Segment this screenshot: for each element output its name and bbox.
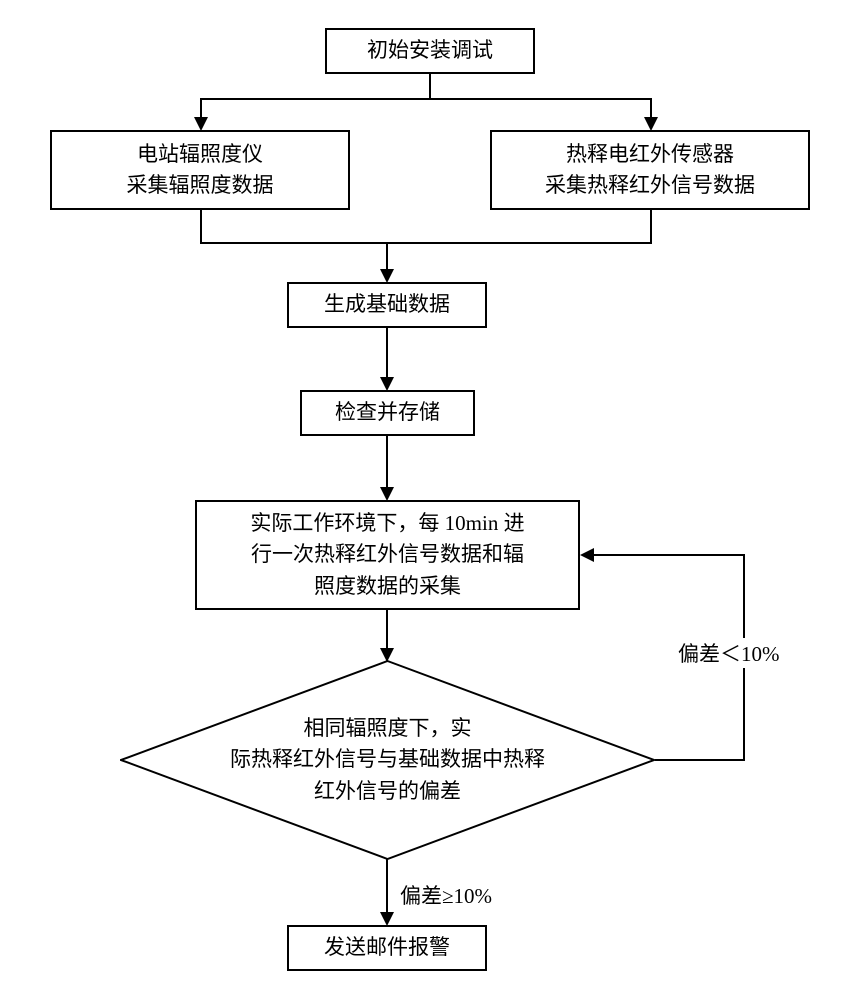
arrow-head-icon xyxy=(644,117,658,131)
edge-line xyxy=(386,242,388,270)
label-deviation-ge-text: 偏差≥10% xyxy=(400,884,492,908)
node-alarm: 发送邮件报警 xyxy=(287,925,487,971)
arrow-head-icon xyxy=(580,548,594,562)
edge-line xyxy=(200,98,202,118)
edge-line xyxy=(200,210,202,244)
node-check: 检查并存储 xyxy=(300,390,475,436)
edge-line xyxy=(650,210,652,244)
edge-line xyxy=(386,436,388,488)
node-actual-text: 实际工作环境下，每 10min 进 行一次热释红外信号数据和辐 照度数据的采集 xyxy=(250,508,524,603)
arrow-head-icon xyxy=(194,117,208,131)
node-start-text: 初始安装调试 xyxy=(367,35,493,67)
node-alarm-text: 发送邮件报警 xyxy=(324,932,450,964)
node-start: 初始安装调试 xyxy=(325,28,535,74)
edge-line xyxy=(655,759,745,761)
edge-line xyxy=(200,98,652,100)
arrow-head-icon xyxy=(380,912,394,926)
node-check-text: 检查并存储 xyxy=(335,397,440,429)
label-deviation-lt-text: 偏差＜10% xyxy=(678,642,780,666)
edge-line xyxy=(386,859,388,913)
arrow-head-icon xyxy=(380,487,394,501)
edge-line xyxy=(386,328,388,378)
node-generate: 生成基础数据 xyxy=(287,282,487,328)
edge-line xyxy=(429,74,431,100)
edge-line xyxy=(200,242,652,244)
node-generate-text: 生成基础数据 xyxy=(324,289,450,321)
node-right-collect: 热释电红外传感器 采集热释红外信号数据 xyxy=(490,130,810,210)
edge-line xyxy=(593,554,745,556)
arrow-head-icon xyxy=(380,377,394,391)
label-deviation-lt: 偏差＜10% xyxy=(678,638,780,668)
label-deviation-ge: 偏差≥10% xyxy=(400,880,492,910)
node-actual: 实际工作环境下，每 10min 进 行一次热释红外信号数据和辐 照度数据的采集 xyxy=(195,500,580,610)
node-decision: 相同辐照度下，实 际热释红外信号与基础数据中热释 红外信号的偏差 xyxy=(120,660,655,860)
arrow-head-icon xyxy=(380,269,394,283)
edge-line xyxy=(386,610,388,650)
edge-line xyxy=(650,98,652,118)
node-left-collect: 电站辐照度仪 采集辐照度数据 xyxy=(50,130,350,210)
node-left-collect-text: 电站辐照度仪 采集辐照度数据 xyxy=(127,139,274,202)
flowchart-container: 初始安装调试 电站辐照度仪 采集辐照度数据 热释电红外传感器 采集热释红外信号数… xyxy=(0,0,863,1000)
node-decision-text: 相同辐照度下，实 际热释红外信号与基础数据中热释 红外信号的偏差 xyxy=(230,713,545,808)
node-right-collect-text: 热释电红外传感器 采集热释红外信号数据 xyxy=(545,139,755,202)
